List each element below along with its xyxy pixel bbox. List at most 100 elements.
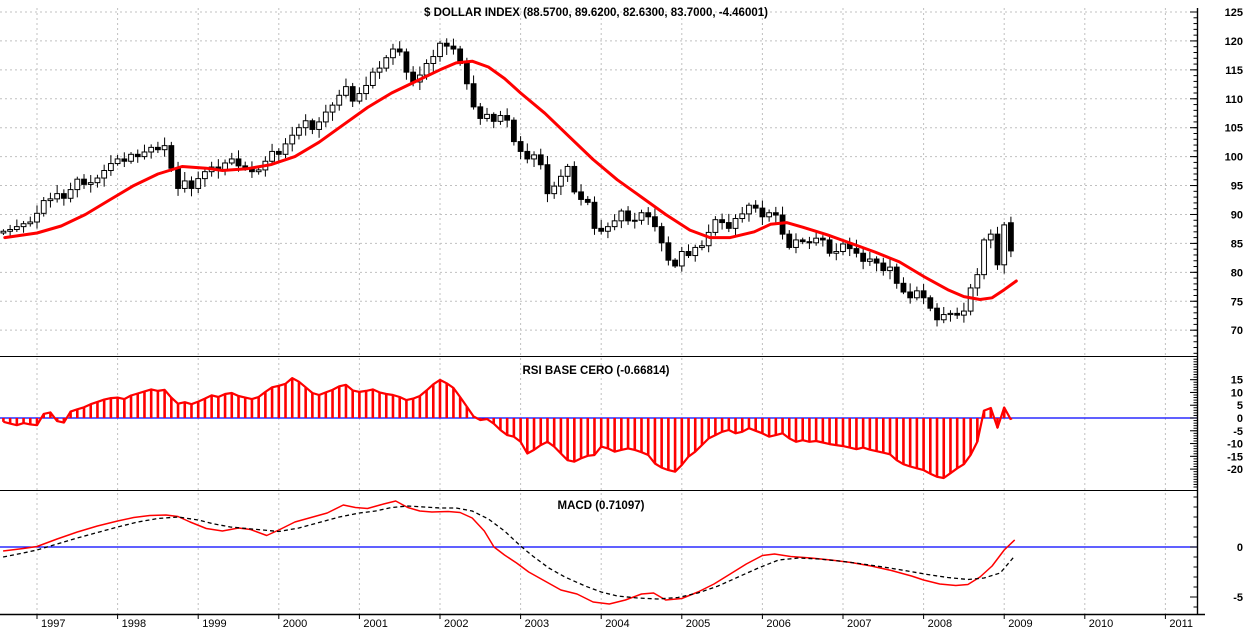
candle-down [934, 307, 940, 321]
x-axis-year-label: 2001 [363, 618, 387, 630]
candle-up [316, 121, 322, 130]
x-axis-year-label: 2008 [928, 618, 952, 630]
x-axis-year-label: 2002 [444, 618, 468, 630]
candle-up [981, 239, 987, 276]
x-axis-year-label: 1998 [122, 618, 146, 630]
y-axis-label: 0 [1237, 542, 1243, 554]
candle-up [376, 67, 383, 73]
candle-up [497, 115, 504, 122]
candle-up [746, 204, 752, 215]
candle-down [188, 180, 195, 189]
candle-up [329, 104, 336, 113]
candle-up [369, 71, 376, 86]
candle-up [302, 120, 309, 129]
candle-up [631, 219, 638, 222]
candle-up [7, 229, 14, 232]
candle-down [645, 212, 652, 218]
x-axis-year-label: 2003 [525, 618, 549, 630]
x-axis-year-label: 2004 [605, 618, 629, 630]
candle-down [665, 242, 672, 261]
candle-up [128, 153, 134, 162]
candle-down [134, 153, 141, 158]
candle-down [121, 158, 128, 162]
candle-down [517, 141, 524, 152]
candle-up [195, 178, 202, 189]
candle-down [725, 222, 732, 229]
candle-down [860, 252, 867, 262]
candle-up [255, 169, 262, 173]
candle-down [309, 120, 316, 130]
candle-up [739, 213, 746, 220]
candle-down [591, 201, 598, 229]
candle-up [94, 177, 101, 184]
candle-up [1001, 224, 1008, 266]
candle-up [161, 145, 168, 151]
candle-down [463, 62, 470, 85]
candle-up [336, 94, 343, 106]
candle-down [477, 106, 484, 119]
candle-up [611, 220, 618, 228]
x-axis-year-label: 2011 [1169, 618, 1193, 630]
macd-line [3, 500, 1016, 605]
candle-up [282, 143, 289, 155]
candle-down [893, 266, 900, 284]
candle-down [537, 154, 544, 166]
candle-up [289, 134, 296, 145]
candle-up [269, 150, 275, 162]
candle-down [880, 262, 887, 272]
candle-up [27, 221, 34, 225]
gridlines [0, 8, 1197, 614]
candle-up [343, 86, 349, 96]
x-axis-year-label: 1997 [41, 618, 65, 630]
y-axis-label: 105 [1225, 123, 1243, 135]
candle-down [598, 227, 605, 232]
candle-up [618, 210, 625, 222]
candle-down [752, 204, 759, 209]
candle-up [202, 171, 208, 180]
candle-down [907, 291, 914, 299]
candle-up [20, 223, 27, 228]
x-axis-year-label: 2006 [766, 618, 790, 630]
candle-down [685, 250, 692, 257]
candle-up [47, 198, 54, 202]
candle-up [531, 154, 537, 160]
y-axis-label: 75 [1231, 296, 1243, 308]
candle-up [987, 233, 994, 241]
candle-down [81, 178, 87, 185]
candle-up [322, 111, 329, 123]
candle-down [510, 119, 517, 143]
candle-up [228, 158, 235, 164]
candle-up [437, 42, 443, 58]
candle-up [141, 151, 148, 158]
y-axis-label: 10 [1231, 387, 1243, 399]
candle-down [927, 297, 934, 309]
candle-up [484, 113, 490, 119]
zero-lines [0, 417, 1197, 548]
candle-down [658, 226, 665, 244]
macd-panel-title: MACD (0.71097) [558, 500, 645, 512]
candle-up [34, 212, 40, 223]
moving-average-polyline [3, 59, 1018, 301]
candle-up [940, 314, 947, 321]
candle-down [625, 210, 631, 222]
x-axis-year-label: 2000 [283, 618, 307, 630]
candle-up [732, 218, 739, 229]
y-axis-label: 120 [1225, 36, 1243, 48]
candle-up [913, 290, 920, 299]
y-axis-label: 5 [1237, 400, 1243, 412]
candle-down [786, 233, 793, 248]
candle-down [490, 113, 497, 122]
candle-up [87, 182, 94, 185]
candle-up [551, 185, 558, 195]
candle-up [564, 165, 571, 177]
candle-up [363, 84, 370, 95]
candle-up [692, 246, 699, 257]
price-panel-title: $ DOLLAR INDEX (88.5700, 89.6200, 82.630… [424, 7, 768, 19]
candle-down [168, 145, 175, 169]
candle-up [383, 57, 390, 69]
candle-down [504, 115, 511, 121]
candle-up [430, 56, 437, 64]
candle-down [470, 83, 477, 108]
y-axis-label: 70 [1231, 325, 1243, 337]
